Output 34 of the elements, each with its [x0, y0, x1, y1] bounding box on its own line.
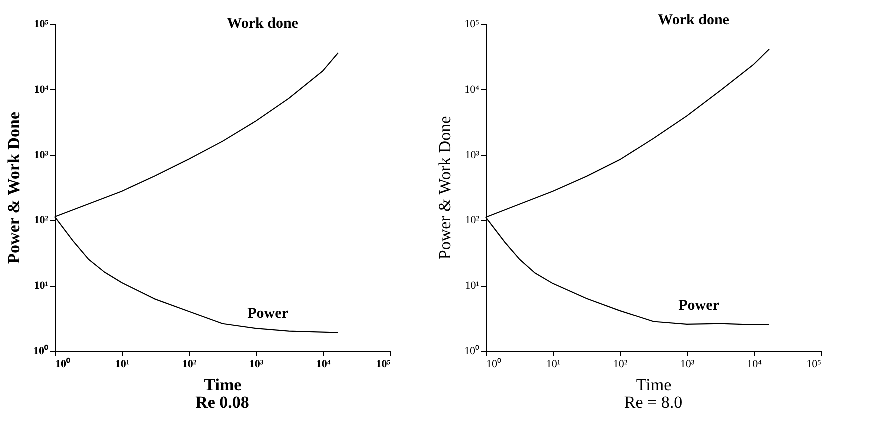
- series-label: Power: [678, 298, 720, 314]
- x-tick-label: 10³: [680, 358, 696, 370]
- y-tick-label: 10³: [34, 149, 50, 162]
- y-tick-label: 10⁰: [464, 344, 480, 358]
- x-tick-label: 10²: [182, 358, 198, 370]
- y-tick-label: 10¹: [465, 280, 480, 292]
- y-tick-label: 10⁵: [34, 18, 50, 30]
- x-tick-label: 10⁰: [56, 358, 70, 370]
- text: Re 0.08: [196, 393, 250, 412]
- x-tick-label: 10²: [613, 358, 628, 370]
- text: Re = 8.0: [624, 393, 683, 412]
- y-tick-label: 10²: [34, 214, 50, 227]
- y-tick-label: 10³: [465, 149, 480, 162]
- series-label: Power: [248, 306, 289, 322]
- y-axis-title: Power & Work Done: [4, 112, 24, 264]
- y-tick-label: 10²: [465, 214, 480, 227]
- y-tick-label: 10¹: [34, 280, 48, 292]
- x-tick-label: 10⁵: [376, 358, 392, 370]
- y-tick-label: 10⁴: [464, 84, 480, 96]
- y-tick-label: 10⁰: [34, 344, 48, 358]
- x-axis-title: Time: [636, 376, 672, 394]
- x-tick-label: 10¹: [115, 358, 130, 370]
- y-tick-label: 10⁴: [34, 84, 50, 96]
- x-tick-label: 10³: [249, 358, 264, 370]
- text: Work done: [227, 16, 299, 32]
- y-axis-title: Power & Work Done: [436, 116, 454, 260]
- x-tick-label: 10⁵: [806, 358, 822, 370]
- x-tick-label: 10⁴: [316, 358, 332, 370]
- x-tick-label: 10¹: [546, 358, 561, 370]
- y-tick-label: 10⁵: [464, 18, 480, 30]
- x-tick-label: 10⁰: [486, 358, 502, 370]
- x-tick-label: 10⁴: [747, 358, 762, 370]
- x-axis-title: Time: [204, 376, 242, 394]
- text: Work done: [658, 12, 730, 28]
